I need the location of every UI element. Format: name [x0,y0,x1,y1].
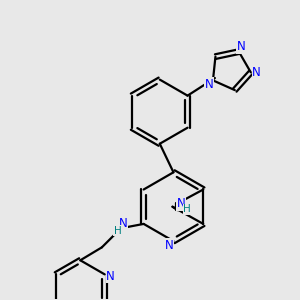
Text: H: H [183,204,191,214]
Text: N: N [164,238,173,251]
Text: N: N [106,270,115,283]
Text: H: H [114,226,122,236]
Text: N: N [119,218,128,230]
Text: N: N [205,78,213,91]
Text: N: N [252,66,261,79]
Text: N: N [236,40,245,53]
Text: N: N [177,197,185,210]
